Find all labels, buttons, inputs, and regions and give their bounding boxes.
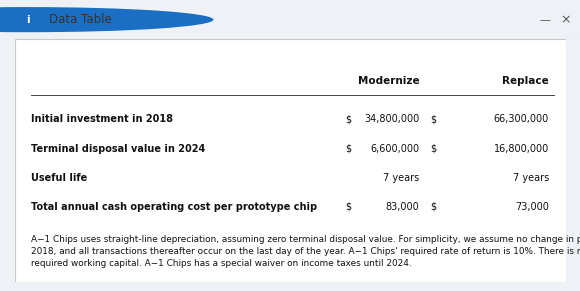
Text: i: i: [26, 15, 30, 25]
Text: $: $: [345, 202, 351, 212]
Text: ×: ×: [560, 13, 571, 26]
Text: 34,800,000: 34,800,000: [364, 114, 419, 125]
FancyBboxPatch shape: [14, 39, 566, 282]
Text: 66,300,000: 66,300,000: [494, 114, 549, 125]
Text: 73,000: 73,000: [515, 202, 549, 212]
Text: $: $: [430, 144, 437, 154]
Text: 16,800,000: 16,800,000: [494, 144, 549, 154]
Text: $: $: [430, 114, 437, 125]
Text: 7 years: 7 years: [513, 173, 549, 183]
Text: Replace: Replace: [502, 76, 549, 86]
Text: Modernize: Modernize: [358, 76, 419, 86]
Text: $: $: [430, 202, 437, 212]
Text: Initial investment in 2018: Initial investment in 2018: [31, 114, 173, 125]
Text: 6,600,000: 6,600,000: [371, 144, 419, 154]
Text: A−1 Chips uses straight-line depreciation, assuming zero terminal disposal value: A−1 Chips uses straight-line depreciatio…: [31, 235, 580, 268]
Text: 7 years: 7 years: [383, 173, 419, 183]
Text: $: $: [345, 114, 351, 125]
Text: —: —: [539, 15, 551, 25]
Text: 83,000: 83,000: [386, 202, 419, 212]
Text: Terminal disposal value in 2024: Terminal disposal value in 2024: [31, 144, 205, 154]
Text: $: $: [345, 144, 351, 154]
Text: Total annual cash operating cost per prototype chip: Total annual cash operating cost per pro…: [31, 202, 317, 212]
Circle shape: [0, 7, 213, 32]
Text: Data Table: Data Table: [49, 13, 112, 26]
Text: Useful life: Useful life: [31, 173, 87, 183]
